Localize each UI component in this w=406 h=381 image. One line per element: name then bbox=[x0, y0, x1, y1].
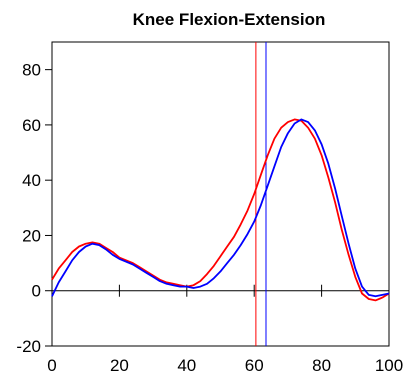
x-tick-label: 100 bbox=[375, 356, 403, 375]
series-line-1 bbox=[51, 118, 390, 302]
y-tick-label: 60 bbox=[22, 116, 41, 135]
y-tick-label: 0 bbox=[32, 282, 41, 301]
y-tick-label: 20 bbox=[22, 226, 41, 245]
chart-title: Knee Flexion-Extension bbox=[133, 10, 326, 29]
x-tick-label: 20 bbox=[110, 356, 129, 375]
y-tick-label: 40 bbox=[22, 171, 41, 190]
x-tick-label: 40 bbox=[177, 356, 196, 375]
x-tick-label: 60 bbox=[245, 356, 264, 375]
plot-frame bbox=[51, 41, 390, 347]
x-tick-label: 0 bbox=[47, 356, 56, 375]
y-tick-label: -20 bbox=[16, 337, 41, 356]
x-tick-label: 80 bbox=[312, 356, 331, 375]
y-tick-label: 80 bbox=[22, 61, 41, 80]
plot-area: 0 20 40 60 80 100 -20 0 20 40 60 80 bbox=[16, 41, 403, 375]
series-line-2 bbox=[51, 118, 390, 298]
